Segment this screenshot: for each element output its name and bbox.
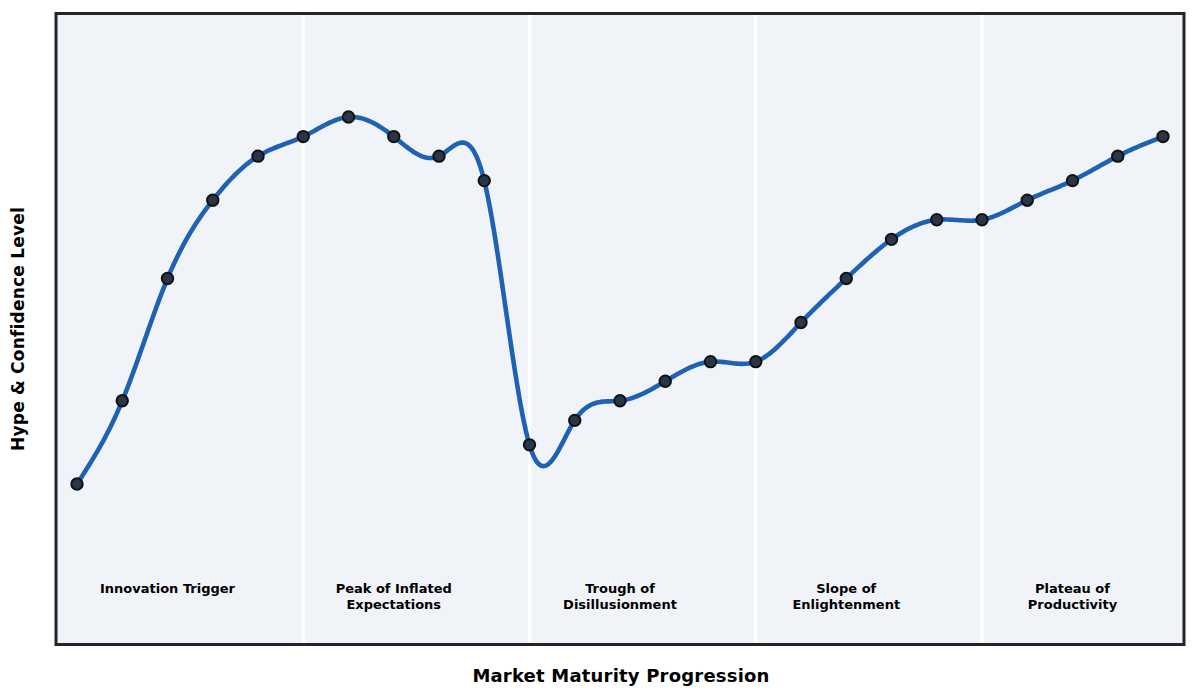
data-point-marker <box>614 395 625 406</box>
phase-label-plateau-of-productivity: Plateau of Productivity <box>1028 581 1117 614</box>
data-point-marker <box>388 131 399 142</box>
hype-cycle-figure: Hype & Confidence Level Market Maturity … <box>0 0 1200 700</box>
phase-label-slope-of-enlightenment: Slope of Enlightenment <box>792 581 900 614</box>
data-point-marker <box>569 415 580 426</box>
phase-label-peak-of-inflated-expectations: Peak of Inflated Expectations <box>336 581 452 614</box>
phase-label-innovation-trigger: Innovation Trigger <box>100 581 235 597</box>
data-point-marker <box>298 131 309 142</box>
y-axis-label: Hype & Confidence Level <box>8 207 28 451</box>
data-point-marker <box>1157 131 1168 142</box>
data-point-marker <box>931 214 942 225</box>
data-point-marker <box>886 234 897 245</box>
data-point-marker <box>795 317 806 328</box>
data-point-marker <box>479 175 490 186</box>
data-point-marker <box>433 150 444 161</box>
data-point-marker <box>660 376 671 387</box>
data-point-marker <box>705 356 716 367</box>
data-point-marker <box>207 194 218 205</box>
data-point-marker <box>343 111 354 122</box>
x-axis-label: Market Maturity Progression <box>472 665 769 686</box>
data-point-marker <box>976 214 987 225</box>
data-point-marker <box>750 356 761 367</box>
data-point-marker <box>71 478 82 489</box>
phase-label-trough-of-disillusionment: Trough of Disillusionment <box>563 581 677 614</box>
data-point-marker <box>524 439 535 450</box>
data-point-marker <box>1022 194 1033 205</box>
data-point-marker <box>162 273 173 284</box>
data-point-marker <box>841 273 852 284</box>
data-point-marker <box>1112 150 1123 161</box>
plot-area <box>56 14 1184 645</box>
data-point-marker <box>1067 175 1078 186</box>
data-point-marker <box>117 395 128 406</box>
data-point-marker <box>252 150 263 161</box>
